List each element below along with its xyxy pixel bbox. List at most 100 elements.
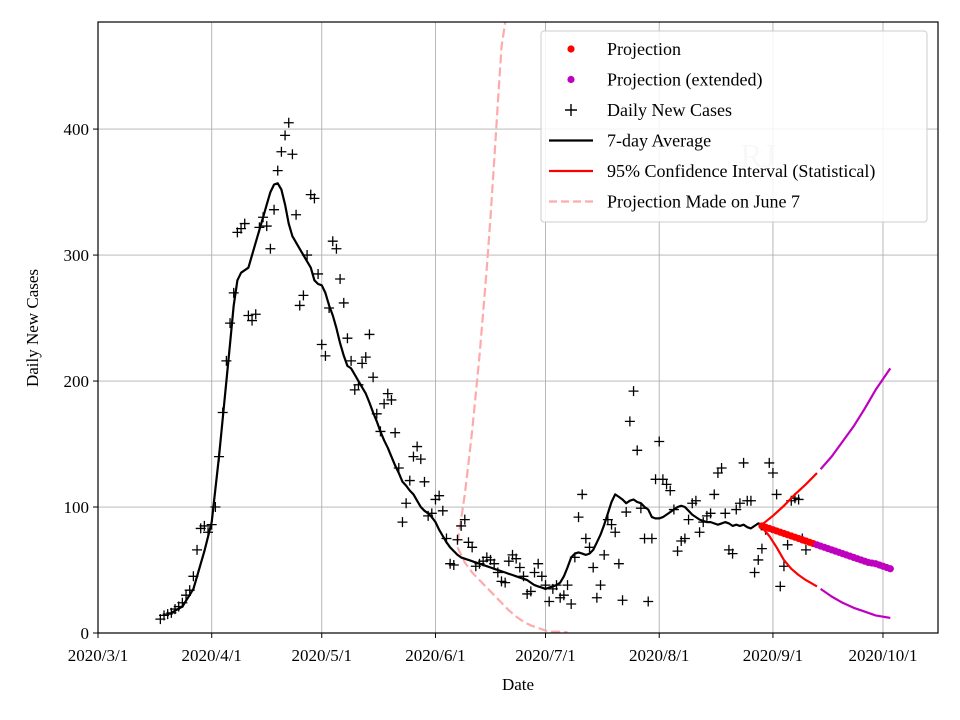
legend-item-95-confidence-interval-statistical: 95% Confidence Interval (Statistical) xyxy=(549,161,875,182)
daily-case-marker xyxy=(360,352,371,363)
y-tick-label: 300 xyxy=(64,246,90,265)
daily-case-marker xyxy=(628,386,639,397)
series-projection xyxy=(758,522,817,548)
x-tick-label: 2020/5/1 xyxy=(292,646,352,665)
daily-case-marker xyxy=(199,520,210,531)
x-tick-label: 2020/3/1 xyxy=(68,646,128,665)
daily-case-marker xyxy=(632,445,643,456)
x-tick-label: 2020/4/1 xyxy=(181,646,241,665)
daily-case-marker xyxy=(734,498,745,509)
daily-case-marker xyxy=(316,339,327,350)
daily-case-marker xyxy=(580,533,591,544)
daily-case-marker xyxy=(357,358,368,369)
daily-case-marker xyxy=(529,567,540,578)
series-projection-made-on-june-7 xyxy=(456,22,568,633)
daily-case-marker xyxy=(525,586,536,597)
series-7-day-average xyxy=(170,182,763,614)
daily-case-marker xyxy=(771,489,782,500)
daily-case-marker xyxy=(514,562,525,573)
daily-case-marker xyxy=(584,542,595,553)
projection-made-on-june-7-segment xyxy=(456,22,507,543)
daily-case-marker xyxy=(738,457,749,468)
95-confidence-interval-extended-segment xyxy=(819,587,891,619)
daily-case-marker xyxy=(247,315,258,326)
daily-case-marker xyxy=(709,489,720,500)
daily-case-marker xyxy=(536,571,547,582)
y-axis-title: Daily New Cases xyxy=(23,269,42,387)
daily-case-marker xyxy=(544,596,555,607)
daily-case-marker xyxy=(346,355,357,366)
daily-case-marker xyxy=(533,558,544,569)
legend: Projection Projection (extended) Daily New… xyxy=(540,30,928,223)
daily-case-marker xyxy=(434,490,445,501)
daily-case-marker xyxy=(298,290,309,301)
daily-case-marker xyxy=(694,527,705,538)
daily-case-marker xyxy=(566,599,577,610)
daily-case-marker xyxy=(456,520,467,531)
legend-label: Projection Made on June 7 xyxy=(607,192,800,212)
daily-case-marker xyxy=(716,462,727,473)
daily-case-marker xyxy=(463,537,474,548)
daily-case-marker xyxy=(291,209,302,220)
legend-item-daily-new-cases: Daily New Cases xyxy=(565,100,732,120)
daily-case-marker xyxy=(599,549,610,560)
daily-case-marker xyxy=(756,543,767,554)
daily-case-marker xyxy=(397,517,408,528)
daily-case-marker xyxy=(437,505,448,516)
series-95-confidence-interval-extended xyxy=(819,367,892,619)
7-day-average-segment xyxy=(170,182,763,614)
daily-case-marker xyxy=(705,508,716,519)
daily-case-marker xyxy=(294,300,305,311)
daily-case-marker xyxy=(665,485,676,496)
daily-case-marker xyxy=(368,372,379,383)
legend-label: Projection (extended) xyxy=(607,70,762,91)
daily-case-marker xyxy=(720,508,731,519)
x-tick-label: 2020/8/1 xyxy=(629,646,689,665)
95-confidence-interval-statistical-segment xyxy=(761,526,818,588)
legend-dot-icon xyxy=(567,45,575,53)
daily-case-marker xyxy=(448,559,459,570)
daily-case-marker xyxy=(250,309,261,320)
daily-case-marker xyxy=(654,436,665,447)
daily-case-marker xyxy=(635,503,646,514)
daily-case-marker xyxy=(335,273,346,284)
daily-case-marker xyxy=(793,494,804,505)
daily-case-marker xyxy=(327,236,338,247)
daily-case-marker xyxy=(617,595,628,606)
daily-case-marker xyxy=(364,329,375,340)
daily-case-marker xyxy=(404,475,415,486)
95-confidence-interval-extended-segment xyxy=(819,367,892,470)
legend-label: Projection xyxy=(607,39,681,59)
daily-case-marker xyxy=(283,117,294,128)
legend-item-projection-made-on-june-7: Projection Made on June 7 xyxy=(549,192,800,212)
daily-case-marker xyxy=(382,388,393,399)
daily-case-marker xyxy=(379,398,390,409)
daily-case-marker xyxy=(415,454,426,465)
daily-case-marker xyxy=(606,519,617,530)
daily-case-marker xyxy=(210,502,221,513)
daily-case-marker xyxy=(225,318,236,329)
y-tick-label: 400 xyxy=(64,120,90,139)
axis-ticks: 2020/3/1 2020/4/1 2020/5/1 2020/6/1 2020/7/1… xyxy=(64,120,918,665)
daily-case-marker xyxy=(276,146,287,157)
x-tick-label: 2020/10/1 xyxy=(849,646,918,665)
legend-item-projection-extended: Projection (extended) xyxy=(567,70,762,91)
daily-case-marker xyxy=(745,495,756,506)
daily-case-marker xyxy=(679,533,690,544)
x-tick-label: 2020/9/1 xyxy=(743,646,803,665)
daily-case-marker xyxy=(588,562,599,573)
daily-case-marker xyxy=(690,495,701,506)
legend-label: Daily New Cases xyxy=(607,100,732,120)
daily-case-marker xyxy=(727,548,738,559)
projection-made-on-june-7-segment xyxy=(456,546,568,633)
daily-case-marker xyxy=(313,268,324,279)
daily-case-marker xyxy=(712,468,723,479)
daily-case-marker xyxy=(503,556,514,567)
daily-case-marker xyxy=(672,546,683,557)
daily-case-marker xyxy=(338,297,349,308)
daily-case-marker xyxy=(221,355,232,366)
x-tick-label: 2020/7/1 xyxy=(515,646,575,665)
daily-case-marker xyxy=(621,507,632,518)
daily-case-marker xyxy=(731,504,742,515)
series-95-confidence-interval-statistical xyxy=(761,472,818,588)
